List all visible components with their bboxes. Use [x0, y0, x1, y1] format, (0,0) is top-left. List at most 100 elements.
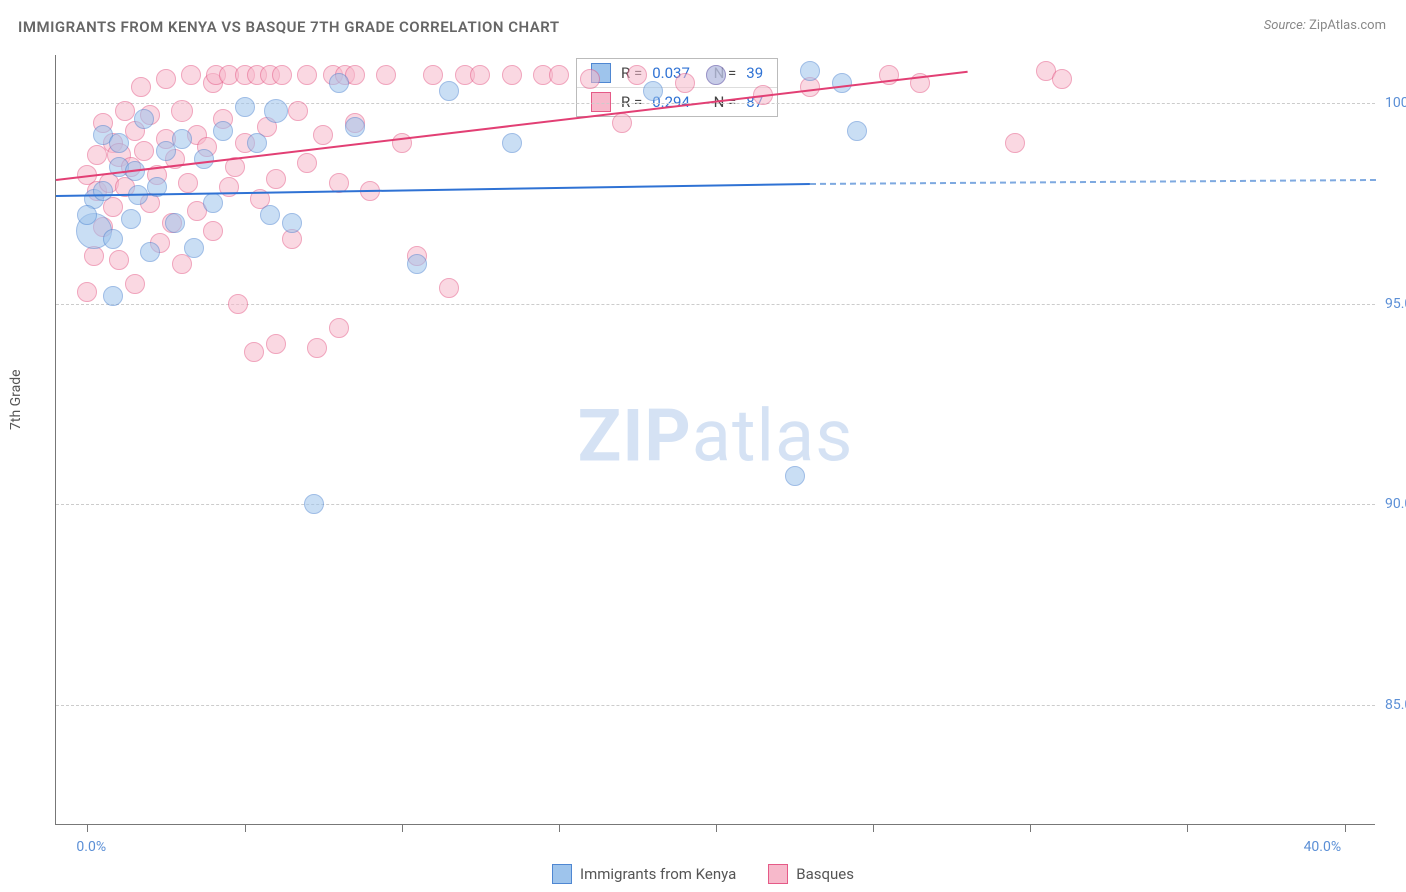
data-point-kenya: [260, 205, 280, 225]
legend-item-basques: Basques: [768, 864, 854, 884]
data-point-basques: [134, 141, 154, 161]
y-tick-label: 85.0%: [1385, 697, 1406, 713]
data-point-basques: [376, 65, 396, 85]
y-axis-label: 7th Grade: [8, 369, 24, 430]
data-point-basques: [549, 65, 569, 85]
y-tick-label: 100.0%: [1385, 95, 1406, 111]
x-tick: [559, 824, 560, 832]
data-point-kenya: [103, 229, 123, 249]
data-point-basques: [244, 342, 264, 362]
data-point-kenya: [235, 97, 255, 117]
chart-title: IMMIGRANTS FROM KENYA VS BASQUE 7TH GRAD…: [18, 18, 560, 36]
data-point-basques: [297, 153, 317, 173]
swatch-basques-icon: [768, 864, 788, 884]
data-point-kenya: [172, 129, 192, 149]
data-point-kenya: [140, 242, 160, 262]
gridline: [56, 304, 1375, 305]
x-tick: [245, 824, 246, 832]
swatch-basques-icon: [591, 92, 611, 112]
data-point-basques: [439, 278, 459, 298]
data-point-kenya: [706, 65, 726, 85]
data-point-kenya: [785, 466, 805, 486]
data-point-kenya: [109, 133, 129, 153]
x-tick: [1187, 824, 1188, 832]
data-point-basques: [203, 221, 223, 241]
watermark: ZIPatlas: [578, 393, 854, 478]
data-point-kenya: [121, 209, 141, 229]
gridline: [56, 705, 1375, 706]
data-point-basques: [266, 169, 286, 189]
data-point-kenya: [213, 121, 233, 141]
data-point-basques: [675, 73, 695, 93]
data-point-basques: [77, 282, 97, 302]
data-point-basques: [228, 294, 248, 314]
data-point-kenya: [439, 81, 459, 101]
x-tick-label: 40.0%: [1304, 839, 1342, 855]
data-point-kenya: [502, 133, 522, 153]
data-point-basques: [172, 254, 192, 274]
data-point-kenya: [329, 73, 349, 93]
data-point-basques: [470, 65, 490, 85]
watermark-bold: ZIP: [578, 393, 692, 478]
legend-label-basques: Basques: [796, 865, 854, 883]
n-value-kenya: 39: [746, 64, 763, 82]
data-point-kenya: [345, 117, 365, 137]
data-point-basques: [1052, 69, 1072, 89]
data-point-basques: [1005, 133, 1025, 153]
r-label: R =: [621, 93, 642, 111]
data-point-kenya: [93, 181, 113, 201]
data-point-basques: [307, 338, 327, 358]
data-point-kenya: [407, 254, 427, 274]
data-point-kenya: [165, 213, 185, 233]
plot-area: ZIPatlas R = 0.037 N = 39 R = 0.294 N = …: [55, 55, 1375, 825]
data-point-kenya: [264, 99, 288, 123]
data-point-basques: [171, 100, 193, 122]
data-point-kenya: [832, 73, 852, 93]
data-point-kenya: [643, 81, 663, 101]
data-point-basques: [272, 65, 292, 85]
data-point-basques: [266, 334, 286, 354]
x-tick: [402, 824, 403, 832]
data-point-basques: [178, 173, 198, 193]
data-point-kenya: [847, 121, 867, 141]
gridline: [56, 504, 1375, 505]
data-point-basques: [313, 125, 333, 145]
data-point-basques: [329, 318, 349, 338]
source-attribution: Source: ZipAtlas.com: [1264, 18, 1386, 33]
trendline-kenya-extension: [810, 179, 1376, 185]
stats-row-basques: R = 0.294 N = 87: [577, 88, 777, 116]
x-tick-label: 0.0%: [76, 839, 106, 855]
watermark-rest: atlas: [692, 393, 854, 478]
x-tick: [87, 824, 88, 832]
data-point-basques: [297, 65, 317, 85]
data-point-kenya: [203, 193, 223, 213]
data-point-basques: [181, 65, 201, 85]
data-point-basques: [580, 69, 600, 89]
data-point-basques: [502, 65, 522, 85]
data-point-kenya: [194, 149, 214, 169]
data-point-basques: [423, 65, 443, 85]
data-point-basques: [627, 65, 647, 85]
data-point-basques: [612, 113, 632, 133]
data-point-kenya: [77, 205, 97, 225]
data-point-kenya: [304, 494, 324, 514]
legend-label-kenya: Immigrants from Kenya: [580, 865, 736, 883]
y-tick-label: 90.0%: [1385, 496, 1406, 512]
series-legend: Immigrants from Kenya Basques: [552, 864, 854, 884]
x-tick: [1345, 824, 1346, 832]
source-name: ZipAtlas.com: [1309, 18, 1386, 33]
data-point-kenya: [247, 133, 267, 153]
data-point-basques: [109, 250, 129, 270]
swatch-kenya-icon: [552, 864, 572, 884]
y-tick-label: 95.0%: [1385, 296, 1406, 312]
legend-item-kenya: Immigrants from Kenya: [552, 864, 736, 884]
trendline-kenya: [56, 183, 810, 197]
data-point-basques: [156, 69, 176, 89]
data-point-basques: [131, 77, 151, 97]
x-tick: [716, 824, 717, 832]
x-tick: [1030, 824, 1031, 832]
data-point-kenya: [282, 213, 302, 233]
data-point-kenya: [184, 238, 204, 258]
data-point-kenya: [103, 286, 123, 306]
source-prefix: Source:: [1264, 18, 1306, 33]
